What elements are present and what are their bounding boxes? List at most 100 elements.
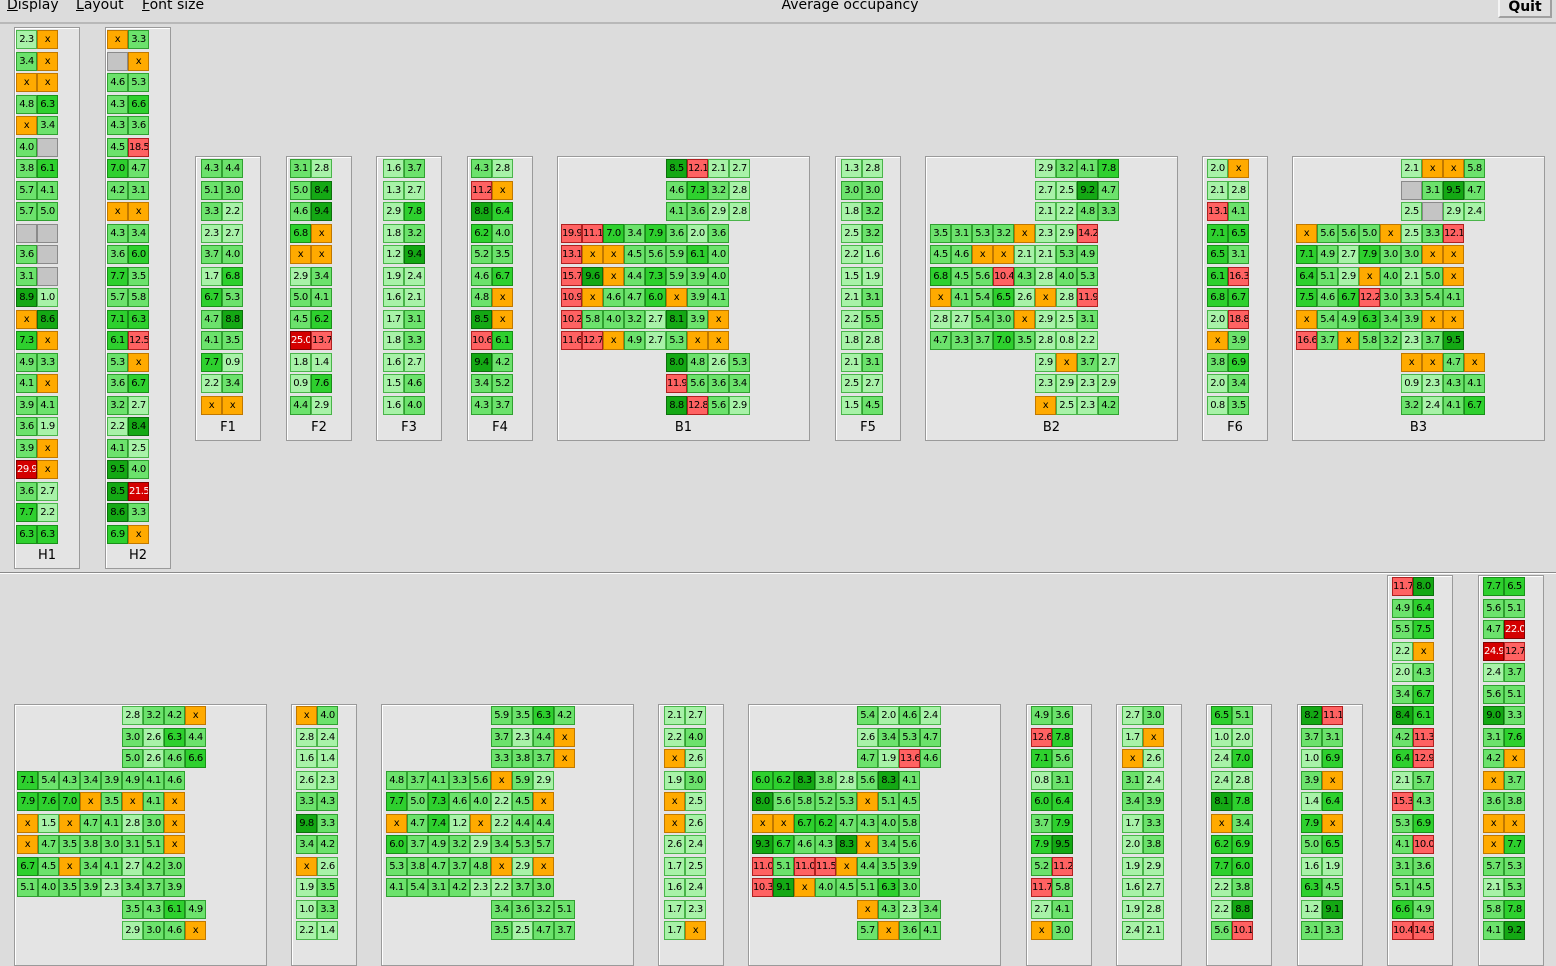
slot-cell[interactable]: 7.7 bbox=[201, 352, 222, 372]
slot-cell[interactable]: 3.0 bbox=[993, 309, 1014, 329]
slot-cell[interactable]: 3.9 bbox=[687, 288, 708, 307]
slot-cell[interactable]: 4.5 bbox=[107, 137, 128, 157]
slot-cell[interactable]: 5.1 bbox=[857, 878, 878, 897]
slot-cell[interactable]: 3.7 bbox=[972, 331, 993, 350]
slot-cell[interactable]: 7.9 bbox=[17, 792, 38, 811]
slot-cell[interactable]: 7.7 bbox=[1504, 835, 1525, 854]
slot-unavailable[interactable]: x bbox=[1296, 309, 1317, 329]
slot-unavailable[interactable]: x bbox=[59, 813, 80, 833]
slot-cell[interactable]: 2.7 bbox=[862, 374, 883, 393]
slot-unavailable[interactable]: x bbox=[685, 921, 706, 940]
slot-cell[interactable]: 0.9 bbox=[1401, 374, 1422, 393]
slot-cell[interactable]: 4.1 bbox=[1228, 202, 1249, 221]
slot-cell[interactable]: 8.1 bbox=[1211, 792, 1232, 811]
slot-cell[interactable]: 4.5 bbox=[836, 878, 857, 897]
slot-cell[interactable]: 3.4 bbox=[491, 835, 512, 854]
slot-cell[interactable]: 4.8 bbox=[470, 856, 491, 876]
slot-unavailable[interactable]: x bbox=[37, 374, 58, 393]
slot-unavailable[interactable]: x bbox=[386, 813, 407, 833]
slot-cell[interactable]: 9.5 bbox=[1052, 835, 1073, 854]
slot-cell[interactable]: 2.7 bbox=[1122, 706, 1143, 725]
slot-cell[interactable]: 5.0 bbox=[1359, 223, 1380, 243]
slot-cell[interactable]: 4.1 bbox=[107, 438, 128, 458]
slot-cell[interactable]: 3.0 bbox=[122, 727, 143, 747]
slot-unavailable[interactable]: x bbox=[857, 899, 878, 919]
slot-cell[interactable]: 8.8 bbox=[222, 309, 243, 329]
slot-cell[interactable]: 6.7 bbox=[1464, 395, 1485, 415]
slot-cell[interactable]: 4.5 bbox=[930, 245, 951, 264]
slot-cell[interactable]: 5.8 bbox=[794, 792, 815, 811]
slot-cell[interactable]: 2.2 bbox=[841, 309, 862, 329]
slot-cell[interactable]: 4.6 bbox=[449, 792, 470, 811]
slot-unavailable[interactable]: x bbox=[164, 835, 185, 854]
slot-cell[interactable]: 2.8 bbox=[862, 331, 883, 350]
slot-cell[interactable]: 5.7 bbox=[16, 202, 37, 221]
slot-unavailable[interactable]: x bbox=[16, 116, 37, 135]
slot-cell[interactable]: 1.7 bbox=[664, 856, 685, 876]
slot-cell[interactable]: 5.2 bbox=[471, 245, 492, 264]
slot-cell[interactable]: 7.8 bbox=[1052, 727, 1073, 747]
slot-cell[interactable]: 2.1 bbox=[404, 288, 425, 307]
slot-cell[interactable]: 1.7 bbox=[1122, 727, 1143, 747]
slot-unavailable[interactable]: x bbox=[533, 856, 554, 876]
slot-cell[interactable]: 6.0 bbox=[752, 770, 773, 790]
slot-cell[interactable]: 4.0 bbox=[222, 245, 243, 264]
slot-cell[interactable]: 9.4 bbox=[311, 202, 332, 221]
slot-cell[interactable]: 4.7 bbox=[1464, 180, 1485, 200]
slot-unavailable[interactable]: x bbox=[164, 813, 185, 833]
slot-cell[interactable]: 8.2 bbox=[1301, 706, 1322, 725]
slot-cell[interactable]: 2.8 bbox=[1228, 180, 1249, 200]
slot-cell[interactable]: 6.8 bbox=[1207, 288, 1228, 307]
slot-cell[interactable]: 2.1 bbox=[1401, 266, 1422, 286]
slot-unavailable[interactable]: x bbox=[1031, 921, 1052, 940]
slot-cell[interactable]: 2.2 bbox=[222, 202, 243, 221]
slot-cell[interactable]: 2.6 bbox=[296, 770, 317, 790]
slot-cell[interactable]: 3.1 bbox=[1301, 921, 1322, 940]
slot-cell[interactable]: 3.5 bbox=[491, 921, 512, 940]
slot-cell[interactable]: 3.9 bbox=[16, 438, 37, 458]
slot-cell[interactable]: 2.7 bbox=[37, 481, 58, 501]
slot-cell[interactable]: 3.6 bbox=[16, 245, 37, 264]
slot-cell[interactable]: 11.6 bbox=[561, 331, 582, 350]
slot-cell[interactable]: 3.7 bbox=[407, 770, 428, 790]
slot-cell[interactable]: 4.0 bbox=[404, 395, 425, 415]
slot-cell[interactable]: 8.6 bbox=[37, 309, 58, 329]
slot-cell[interactable]: 7.0 bbox=[107, 159, 128, 178]
slot-unavailable[interactable]: x bbox=[470, 813, 491, 833]
slot-unavailable[interactable]: x bbox=[296, 706, 317, 725]
slot-cell[interactable]: 2.7 bbox=[404, 352, 425, 372]
slot-cell[interactable]: 3.0 bbox=[1052, 921, 1073, 940]
slot-unavailable[interactable]: x bbox=[1422, 309, 1443, 329]
slot-cell[interactable]: 3.4 bbox=[80, 856, 101, 876]
slot-cell[interactable]: 8.4 bbox=[1392, 706, 1413, 725]
slot-unavailable[interactable]: x bbox=[1211, 813, 1232, 833]
slot-cell[interactable]: 3.3 bbox=[1098, 202, 1119, 221]
slot-cell[interactable]: 6.3 bbox=[128, 309, 149, 329]
slot-cell[interactable]: 5.8 bbox=[1359, 331, 1380, 350]
slot-cell[interactable]: 4.1 bbox=[16, 374, 37, 393]
slot-cell[interactable]: 6.1 bbox=[164, 899, 185, 919]
slot-cell[interactable]: 3.1 bbox=[404, 309, 425, 329]
slot-cell[interactable]: 9.6 bbox=[582, 266, 603, 286]
slot-cell[interactable]: 2.5 bbox=[841, 374, 862, 393]
slot-unavailable[interactable]: x bbox=[664, 792, 685, 811]
slot-cell[interactable]: 3.9 bbox=[1401, 309, 1422, 329]
slot-cell[interactable]: 3.6 bbox=[899, 921, 920, 940]
slot-cell[interactable]: 6.7 bbox=[17, 856, 38, 876]
slot-cell[interactable]: 1.9 bbox=[1122, 856, 1143, 876]
slot-cell[interactable]: 4.4 bbox=[290, 395, 311, 415]
slot-unavailable[interactable]: x bbox=[1422, 159, 1443, 178]
slot-cell[interactable]: 3.8 bbox=[80, 835, 101, 854]
slot-cell[interactable]: 1.4 bbox=[317, 921, 338, 940]
slot-cell[interactable]: 1.4 bbox=[317, 749, 338, 768]
slot-cell[interactable]: 3.4 bbox=[122, 878, 143, 897]
slot-unavailable[interactable]: x bbox=[603, 266, 624, 286]
slot-cell[interactable]: 4.2 bbox=[449, 878, 470, 897]
slot-cell[interactable]: 4.7 bbox=[407, 813, 428, 833]
slot-cell[interactable]: 2.9 bbox=[1056, 374, 1077, 393]
slot-unavailable[interactable]: x bbox=[201, 395, 222, 415]
slot-cell[interactable]: 1.8 bbox=[383, 331, 404, 350]
slot-cell[interactable]: 2.3 bbox=[1401, 331, 1422, 350]
slot-empty[interactable] bbox=[37, 245, 58, 264]
slot-cell[interactable]: 5.2 bbox=[1031, 856, 1052, 876]
